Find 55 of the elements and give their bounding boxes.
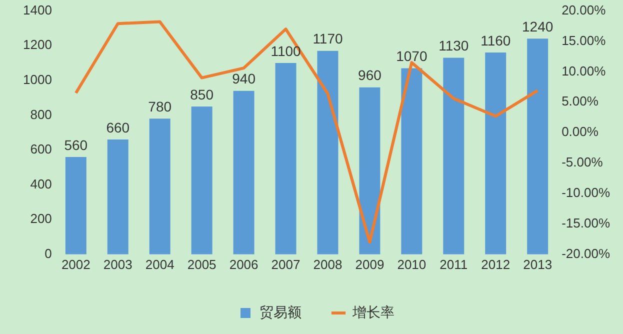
- bar: [443, 58, 464, 254]
- bar: [275, 63, 296, 254]
- y2-tick-label: 0.00%: [562, 124, 599, 140]
- data-label: 1100: [270, 42, 302, 59]
- x-tick-label: 2008: [313, 256, 342, 272]
- y2-tick-label: 20.00%: [562, 2, 606, 18]
- data-label: 1240: [522, 18, 554, 34]
- y2-tick-label: 5.00%: [562, 94, 599, 109]
- x-tick-label: 2006: [229, 256, 258, 272]
- data-label: 660: [106, 119, 130, 136]
- x-tick-label: 2007: [271, 256, 300, 272]
- x-tick-label: 2012: [481, 256, 510, 272]
- y-tick-label: 600: [30, 142, 52, 157]
- bar: [527, 38, 548, 254]
- bar: [233, 90, 254, 254]
- x-tick-label: 2004: [145, 256, 174, 272]
- legend-label: 贸易额: [260, 304, 302, 320]
- x-tick-label: 2003: [103, 256, 132, 272]
- y-tick-label: 1200: [23, 37, 52, 52]
- data-label: 940: [232, 70, 256, 87]
- x-tick-label: 2009: [355, 256, 384, 272]
- x-tick-label: 2011: [440, 256, 468, 272]
- y2-tick-label: -15.00%: [562, 216, 610, 231]
- x-tick-label: 2005: [187, 256, 216, 272]
- data-label: 780: [148, 98, 172, 115]
- data-label: 1170: [312, 30, 343, 47]
- x-tick-label: 2013: [523, 256, 552, 272]
- bar: [149, 118, 170, 254]
- bar: [65, 156, 86, 254]
- y-tick-label: 1400: [23, 2, 52, 18]
- y2-tick-label: 15.00%: [562, 32, 606, 48]
- y2-tick-label: -10.00%: [562, 185, 610, 200]
- bar: [359, 87, 380, 254]
- data-label: 1130: [438, 38, 469, 54]
- y-tick-label: 200: [30, 211, 52, 226]
- bar: [401, 68, 422, 254]
- legend-label: 增长率: [352, 304, 394, 320]
- bar: [107, 140, 128, 254]
- y2-tick-label: -5.00%: [562, 154, 604, 170]
- y-tick-label: 400: [30, 176, 52, 192]
- y2-tick-label: 10.00%: [562, 63, 606, 78]
- data-label: 960: [358, 67, 382, 84]
- y-tick-label: 1000: [23, 72, 52, 87]
- y-tick-label: 0: [44, 246, 52, 261]
- bar: [191, 106, 212, 254]
- bar: [317, 50, 338, 254]
- data-label: 1160: [480, 32, 511, 48]
- data-label: 560: [64, 136, 88, 153]
- x-tick-label: 2010: [397, 256, 426, 272]
- y-tick-label: 800: [30, 106, 52, 122]
- x-tick-label: 2002: [61, 256, 90, 272]
- data-label: 1070: [396, 48, 428, 64]
- y2-tick-label: -20.00%: [562, 246, 610, 261]
- bar: [485, 52, 506, 254]
- data-label: 850: [190, 86, 214, 102]
